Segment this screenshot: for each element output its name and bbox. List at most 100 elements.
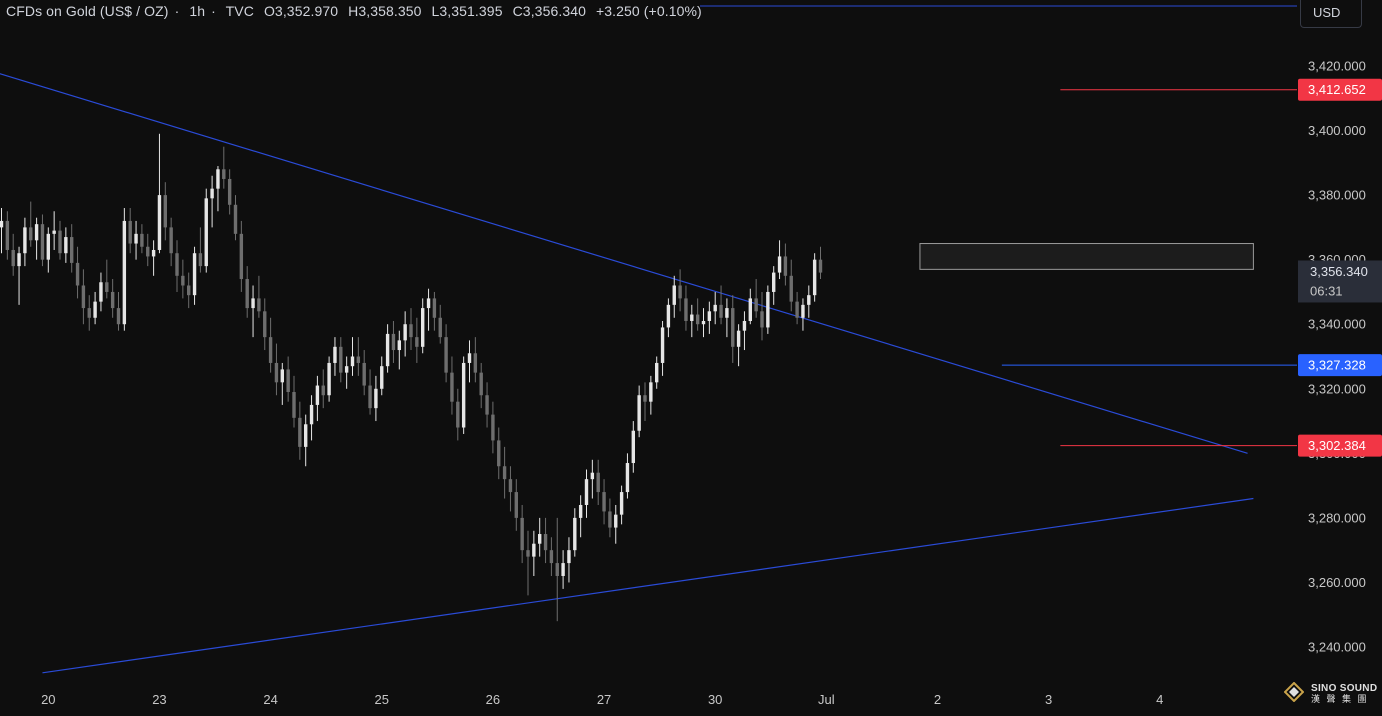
candle-body bbox=[538, 534, 542, 544]
candle-body bbox=[350, 356, 355, 367]
resistance-price-tag bbox=[1298, 434, 1382, 457]
candle-body bbox=[257, 298, 261, 312]
candle-body bbox=[298, 417, 302, 447]
current-price-label: 3,356.340 bbox=[1310, 264, 1368, 279]
candle-body bbox=[684, 298, 688, 321]
consolidation-zone bbox=[919, 243, 1254, 270]
candle-body bbox=[169, 227, 173, 254]
ohlc-open: O3,352.970 bbox=[263, 3, 339, 19]
candle-body bbox=[187, 285, 191, 296]
candle-body bbox=[380, 366, 384, 389]
candle-body bbox=[46, 233, 50, 260]
x-tick-label: Jul bbox=[818, 692, 835, 707]
candle-body bbox=[87, 308, 91, 318]
candle-body bbox=[75, 262, 80, 286]
symbol-header: CFDs on Gold (US$ / OZ) · 1h · TVC O3,352.… bbox=[6, 3, 708, 19]
watermark-cn: 漢 聲 集 團 bbox=[1311, 694, 1369, 704]
x-tick-label: 20 bbox=[41, 692, 55, 707]
candle-body bbox=[754, 298, 758, 312]
candle-body bbox=[34, 224, 39, 241]
candle-body bbox=[333, 346, 337, 363]
candle-body bbox=[614, 514, 618, 528]
interval[interactable]: 1h bbox=[189, 3, 206, 19]
candle-body bbox=[812, 259, 817, 296]
y-tick-label: 3,280.000 bbox=[1308, 510, 1366, 525]
candle-body bbox=[660, 327, 665, 363]
candle-body bbox=[526, 550, 530, 557]
y-tick-label: 3,380.000 bbox=[1308, 188, 1366, 203]
candle-body bbox=[17, 253, 21, 267]
candle-body bbox=[40, 224, 45, 260]
trendline-1 bbox=[0, 73, 1248, 454]
candle-body bbox=[222, 169, 226, 179]
candle-body bbox=[502, 466, 507, 480]
candle-body bbox=[415, 337, 419, 347]
candle-body bbox=[736, 330, 741, 347]
candle-body bbox=[245, 279, 249, 309]
candle-body bbox=[110, 291, 115, 309]
x-tick-label: 30 bbox=[708, 692, 722, 707]
y-tick-label: 3,240.000 bbox=[1308, 640, 1366, 655]
candle-body bbox=[391, 333, 396, 351]
candles bbox=[0, 133, 823, 622]
candle-body bbox=[520, 517, 524, 551]
candle-body bbox=[309, 404, 314, 425]
candle-body bbox=[192, 253, 197, 296]
candle-body bbox=[608, 511, 612, 528]
candle-body bbox=[508, 479, 513, 493]
candle-body bbox=[385, 333, 390, 367]
candle-body bbox=[766, 291, 770, 328]
candle-body bbox=[719, 304, 723, 318]
candle-body bbox=[280, 369, 284, 383]
candle-body bbox=[543, 534, 548, 551]
candle-body bbox=[286, 369, 290, 393]
candle-body bbox=[690, 314, 694, 321]
sino-sound-logo-icon bbox=[1284, 682, 1304, 702]
candle-body bbox=[456, 401, 460, 428]
x-tick-label: 3 bbox=[1045, 692, 1052, 707]
ohlc-close: C3,356.340 bbox=[512, 3, 586, 19]
candle-body bbox=[479, 372, 483, 396]
candle-body bbox=[561, 563, 565, 576]
candle-body bbox=[801, 304, 805, 318]
candle-body bbox=[52, 230, 56, 234]
candle-body bbox=[818, 259, 823, 273]
candle-body bbox=[315, 385, 320, 405]
candle-body bbox=[157, 195, 162, 250]
y-tick-label: 3,260.000 bbox=[1308, 575, 1366, 590]
resistance-price-label: 3,412.652 bbox=[1308, 82, 1366, 97]
candle-body bbox=[584, 479, 589, 505]
candle-body bbox=[0, 220, 4, 228]
candle-body bbox=[701, 320, 706, 325]
y-tick-label: 3,340.000 bbox=[1308, 317, 1366, 332]
candle-body bbox=[327, 362, 331, 396]
candle-body bbox=[5, 220, 10, 250]
candle-body bbox=[128, 220, 132, 244]
candle-body bbox=[532, 543, 536, 557]
candle-body bbox=[292, 392, 296, 418]
candle-body bbox=[81, 285, 86, 309]
symbol-name[interactable]: CFDs on Gold (US$ / OZ) bbox=[6, 3, 169, 19]
ohlc-high: H3,358.350 bbox=[348, 3, 422, 19]
candle-body bbox=[403, 324, 407, 341]
candle-body bbox=[432, 298, 437, 318]
candle-body bbox=[731, 308, 735, 347]
candle-body bbox=[181, 275, 185, 286]
candle-body bbox=[666, 304, 671, 328]
candle-body bbox=[421, 308, 425, 347]
candle-body bbox=[467, 353, 472, 363]
candle-body bbox=[151, 249, 156, 257]
separator: · bbox=[211, 3, 216, 19]
candle-body bbox=[339, 346, 343, 373]
data-source: TVC bbox=[225, 3, 254, 19]
x-tick-label: 4 bbox=[1156, 692, 1163, 707]
candle-body bbox=[356, 356, 361, 363]
x-tick-label: 2 bbox=[934, 692, 941, 707]
candle-body bbox=[777, 256, 782, 273]
candle-body bbox=[514, 492, 518, 518]
candle-body bbox=[555, 563, 559, 576]
ohlc-low: L3,351.395 bbox=[431, 3, 503, 19]
candle-body bbox=[227, 178, 232, 205]
currency-button[interactable]: USD bbox=[1300, 0, 1362, 28]
